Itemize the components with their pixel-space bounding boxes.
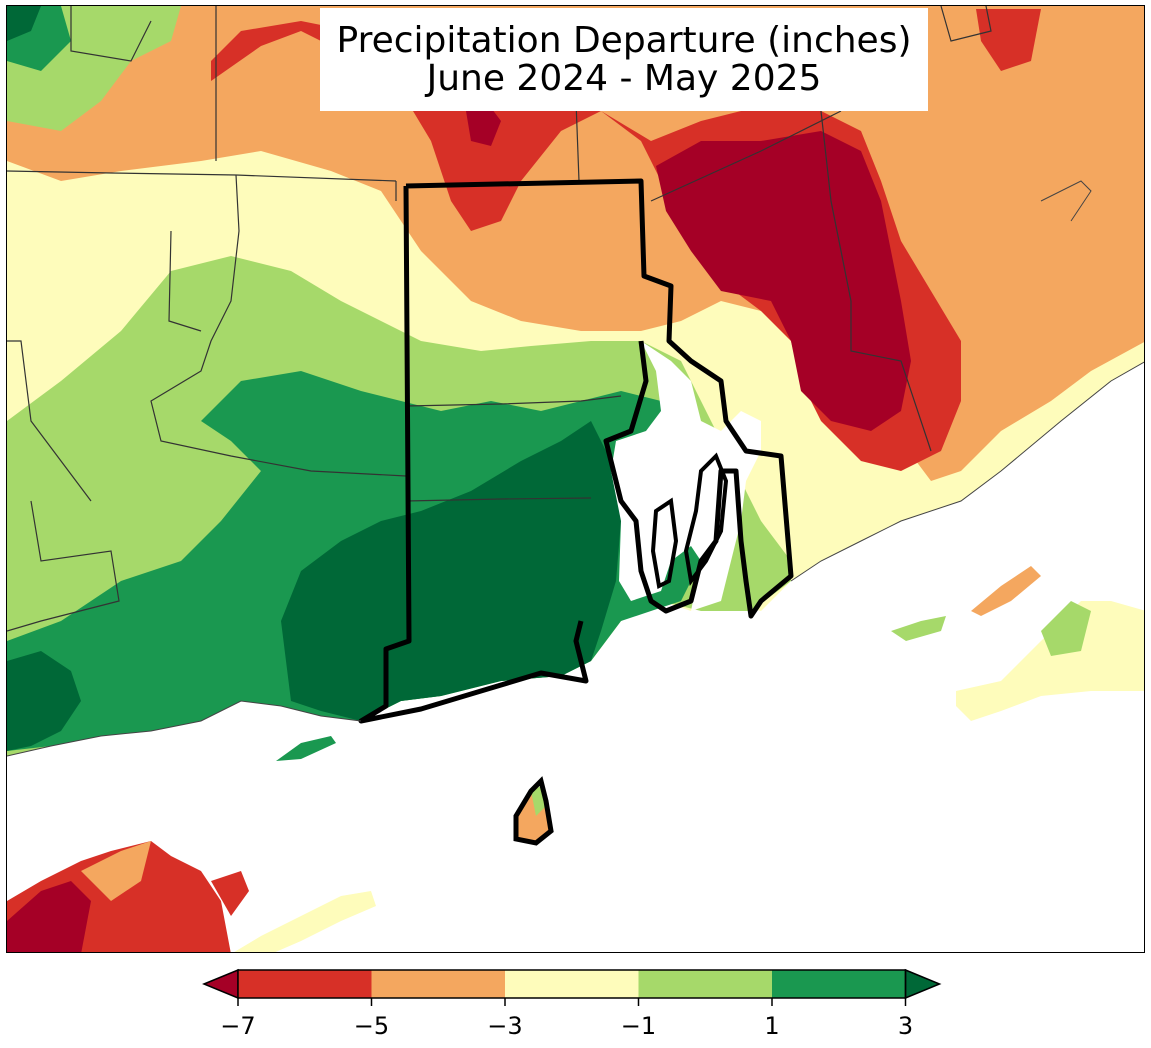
colorbar-bin bbox=[371, 970, 505, 998]
colorbar-ticks: −7 −5 −3 −1 1 3 bbox=[220, 998, 913, 1040]
colorbar-bin bbox=[505, 970, 639, 998]
colorbar-bins bbox=[202, 968, 942, 1000]
colorbar-outline bbox=[237, 969, 907, 999]
colorbar-tick-label: 1 bbox=[764, 1012, 779, 1040]
long-island-fork bbox=[211, 871, 249, 916]
fishers-island bbox=[276, 736, 336, 761]
coastlines bbox=[7, 180, 1144, 757]
band-red-north bbox=[211, 21, 961, 471]
colorbar-extend-low bbox=[202, 968, 239, 1000]
map-frame bbox=[6, 5, 1145, 953]
rhode-island-border bbox=[358, 178, 794, 724]
island-elizabeth bbox=[891, 616, 946, 641]
title-line-1: Precipitation Departure (inches) bbox=[336, 20, 912, 61]
map-title: Precipitation Departure (inches) June 20… bbox=[320, 8, 928, 111]
conanicut-island-border bbox=[650, 497, 679, 589]
colorbar: −7 −5 −3 −1 1 3 bbox=[202, 968, 942, 1040]
title-line-2: June 2024 - May 2025 bbox=[426, 58, 822, 99]
cape-coast-orange bbox=[971, 566, 1041, 616]
aquidneck-island-border bbox=[683, 452, 729, 586]
colorbar-tick-label: −5 bbox=[354, 1012, 389, 1040]
narragansett-bay bbox=[611, 341, 761, 611]
long-island-darkred bbox=[7, 881, 91, 952]
long-island-east bbox=[234, 891, 376, 952]
band-darkgreen-sw bbox=[7, 651, 81, 751]
county-borders bbox=[7, 6, 992, 632]
colorbar-bin bbox=[772, 970, 906, 998]
band-darkgreen-nw bbox=[7, 6, 41, 41]
colorbar-tick-label: −7 bbox=[220, 1012, 255, 1040]
colorbar-tick-label: −1 bbox=[621, 1012, 656, 1040]
colorbar-tick-label: 3 bbox=[898, 1012, 913, 1040]
island-marthas-vineyard bbox=[956, 601, 1144, 721]
band-darkred-core bbox=[656, 131, 911, 431]
band-red-ne bbox=[976, 9, 1041, 71]
block-island-border bbox=[513, 776, 554, 846]
colorbar-extend-high bbox=[904, 968, 942, 1000]
colorbar-tick-label: −3 bbox=[487, 1012, 522, 1040]
precipitation-map bbox=[7, 6, 1144, 952]
band-darkgreen-south bbox=[281, 421, 621, 721]
colorbar-bin bbox=[238, 970, 372, 998]
island-mv-green bbox=[1041, 601, 1091, 656]
long-island-orange bbox=[81, 841, 151, 901]
band-darkred-north bbox=[466, 101, 501, 146]
colorbar-bin bbox=[638, 970, 772, 998]
